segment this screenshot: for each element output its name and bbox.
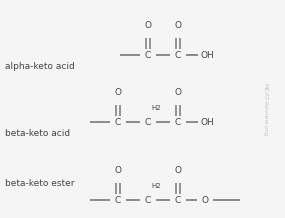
Text: H2: H2: [151, 105, 161, 111]
Text: C: C: [175, 51, 181, 60]
Text: alpha-keto acid: alpha-keto acid: [5, 61, 75, 70]
Text: C: C: [145, 51, 151, 60]
Text: OH: OH: [200, 118, 214, 126]
Text: H2: H2: [151, 183, 161, 189]
Text: C: C: [145, 196, 151, 204]
Text: O: O: [174, 166, 182, 175]
Text: MCAT-Review.org: MCAT-Review.org: [262, 83, 268, 136]
Text: OH: OH: [200, 51, 214, 60]
Text: C: C: [175, 196, 181, 204]
Text: O: O: [174, 21, 182, 30]
Text: C: C: [115, 196, 121, 204]
Text: O: O: [201, 196, 209, 204]
Text: O: O: [174, 88, 182, 97]
Text: O: O: [115, 166, 121, 175]
Text: O: O: [144, 21, 152, 30]
Text: C: C: [115, 118, 121, 126]
Text: beta-keto acid: beta-keto acid: [5, 128, 70, 138]
Text: C: C: [145, 118, 151, 126]
Text: C: C: [175, 118, 181, 126]
Text: beta-keto ester: beta-keto ester: [5, 179, 74, 187]
Text: O: O: [115, 88, 121, 97]
